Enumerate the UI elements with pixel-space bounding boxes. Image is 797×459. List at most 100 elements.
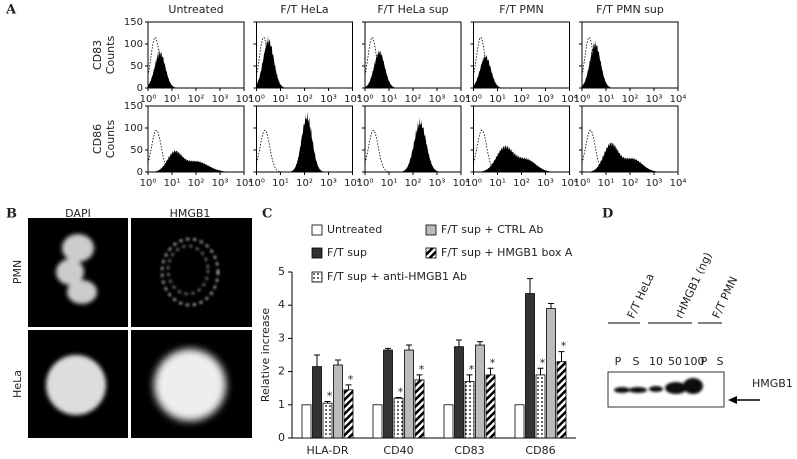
filled-histogram [148,150,244,172]
x-tick-label: 10⁴ [236,94,253,105]
x-tick-label: 10³ [646,94,663,105]
x-tick-label: 10² [405,94,422,105]
filled-histogram [256,111,353,172]
legend-swatch [425,224,437,236]
x-tick-label: CD83 [454,444,484,457]
x-tick-label: 10² [188,94,205,105]
column-title: F/T PMN sup [596,3,664,16]
western-blot [607,322,760,408]
x-tick-label: 10⁰ [465,94,482,105]
x-tick-label: 10⁴ [236,178,253,189]
lane-label: P [701,355,708,368]
bar [514,404,525,439]
lane-label: S [717,355,724,368]
lane-label: 10 [649,355,663,368]
x-tick-label: 10⁰ [574,178,591,189]
hela-hmgb1 [154,349,226,421]
histogram-panel: 10⁰ 10¹ 10² 10³ 10⁴ [465,21,578,105]
x-tick-label: 10⁴ [561,178,578,189]
filled-histogram [473,144,570,172]
x-tick-label: 10¹ [272,178,289,189]
y-tick-label: 50 [130,61,143,72]
x-tick-label: 10⁴ [344,94,361,105]
histogram-panel: 10⁰ 10¹ 10² 10³ 10⁴ [574,21,686,105]
bar [372,404,383,439]
histogram-panel: 10⁰ 10¹ 10² 10³ 10⁴ 0 50 100 150 CD86 Counts [91,101,252,189]
panel-letter: A [5,3,17,18]
band [665,382,687,394]
band [683,378,703,394]
x-tick-label: 10⁴ [561,94,578,105]
x-tick-label: 10² [622,178,639,189]
y-axis-label: Counts [104,120,117,159]
significance-marker: * [419,363,425,376]
control-histogram [473,36,570,89]
x-tick-label: 10¹ [489,94,506,105]
x-tick-label: 10¹ [164,94,181,105]
y-tick-label: 100 [124,123,143,134]
filled-histogram [256,35,353,88]
x-tick-label: CD40 [383,444,413,457]
histogram-panel: 10⁰ 10¹ 10² 10³ 10⁴ [357,105,470,189]
y-tick-label: 0 [137,83,143,94]
x-tick-label: 10³ [320,94,337,105]
x-tick-label: 10⁰ [465,178,482,189]
legend-swatch [311,224,323,236]
x-tick-label: 10³ [212,94,229,105]
significance-marker: * [561,340,567,353]
histogram-panel: 10⁰ 10¹ 10² 10³ 10⁴ [357,21,469,105]
significance-marker: * [490,356,496,369]
x-tick-label: 10³ [646,178,663,189]
x-tick-label: HLA-DR [306,444,348,457]
x-tick-label: 10¹ [598,94,615,105]
column-title: DAPI [65,207,91,220]
x-tick-label: 10¹ [164,178,181,189]
x-tick-label: 10⁰ [357,178,374,189]
pmn-hmgb1 [161,238,219,306]
control-histogram [581,36,678,89]
significance-marker: * [398,385,404,398]
histogram-panel: 10⁰ 10¹ 10² 10³ 10⁴ [574,105,686,189]
legend-label: F/T sup + anti-HMGB1 Ab [327,270,467,283]
x-tick-label: 10³ [212,178,229,189]
control-histogram [364,36,461,89]
x-tick-label: 10¹ [489,178,506,189]
bar [322,402,333,439]
column-title: F/T PMN [499,3,544,16]
x-tick-label: 10¹ [598,178,615,189]
band [629,387,647,393]
bar [343,389,354,439]
panel-letter: B [6,207,17,222]
column-title: F/T HeLa [280,3,328,16]
x-tick-label: 10³ [537,178,554,189]
row-label: CD83 [91,40,104,70]
y-tick-label: 0 [137,167,143,178]
row-label: CD86 [91,124,104,154]
bar [443,404,454,439]
lane-label: 100 [684,355,705,368]
legend-label: F/T sup [327,246,367,259]
y-axis-label: Counts [104,36,117,75]
group-label: F/T PMN [710,275,741,321]
y-tick-label: 5 [278,265,285,278]
significance-marker: * [540,356,546,369]
panel-letter: C [262,207,272,222]
y-axis-label: Relative increase [259,308,272,402]
bar [301,404,312,439]
column-title: HMGB1 [170,207,211,220]
pmn-nucleus [56,234,97,304]
y-tick-label: 50 [130,145,143,156]
micrographs [28,218,252,438]
row-label: HeLa [11,370,24,398]
x-tick-label: 10² [188,178,205,189]
lane-label: 50 [668,355,682,368]
band-label: HMGB1 [752,377,793,390]
histogram-panel: 10⁰ 10¹ 10² 10³ 10⁴ [465,105,578,189]
bar [556,361,567,439]
x-tick-label: 10⁴ [453,178,470,189]
x-tick-label: 10⁰ [248,178,265,189]
x-tick-label: 10² [513,94,530,105]
column-title: F/T HeLa sup [377,3,448,16]
x-tick-label: 10⁰ [574,94,591,105]
